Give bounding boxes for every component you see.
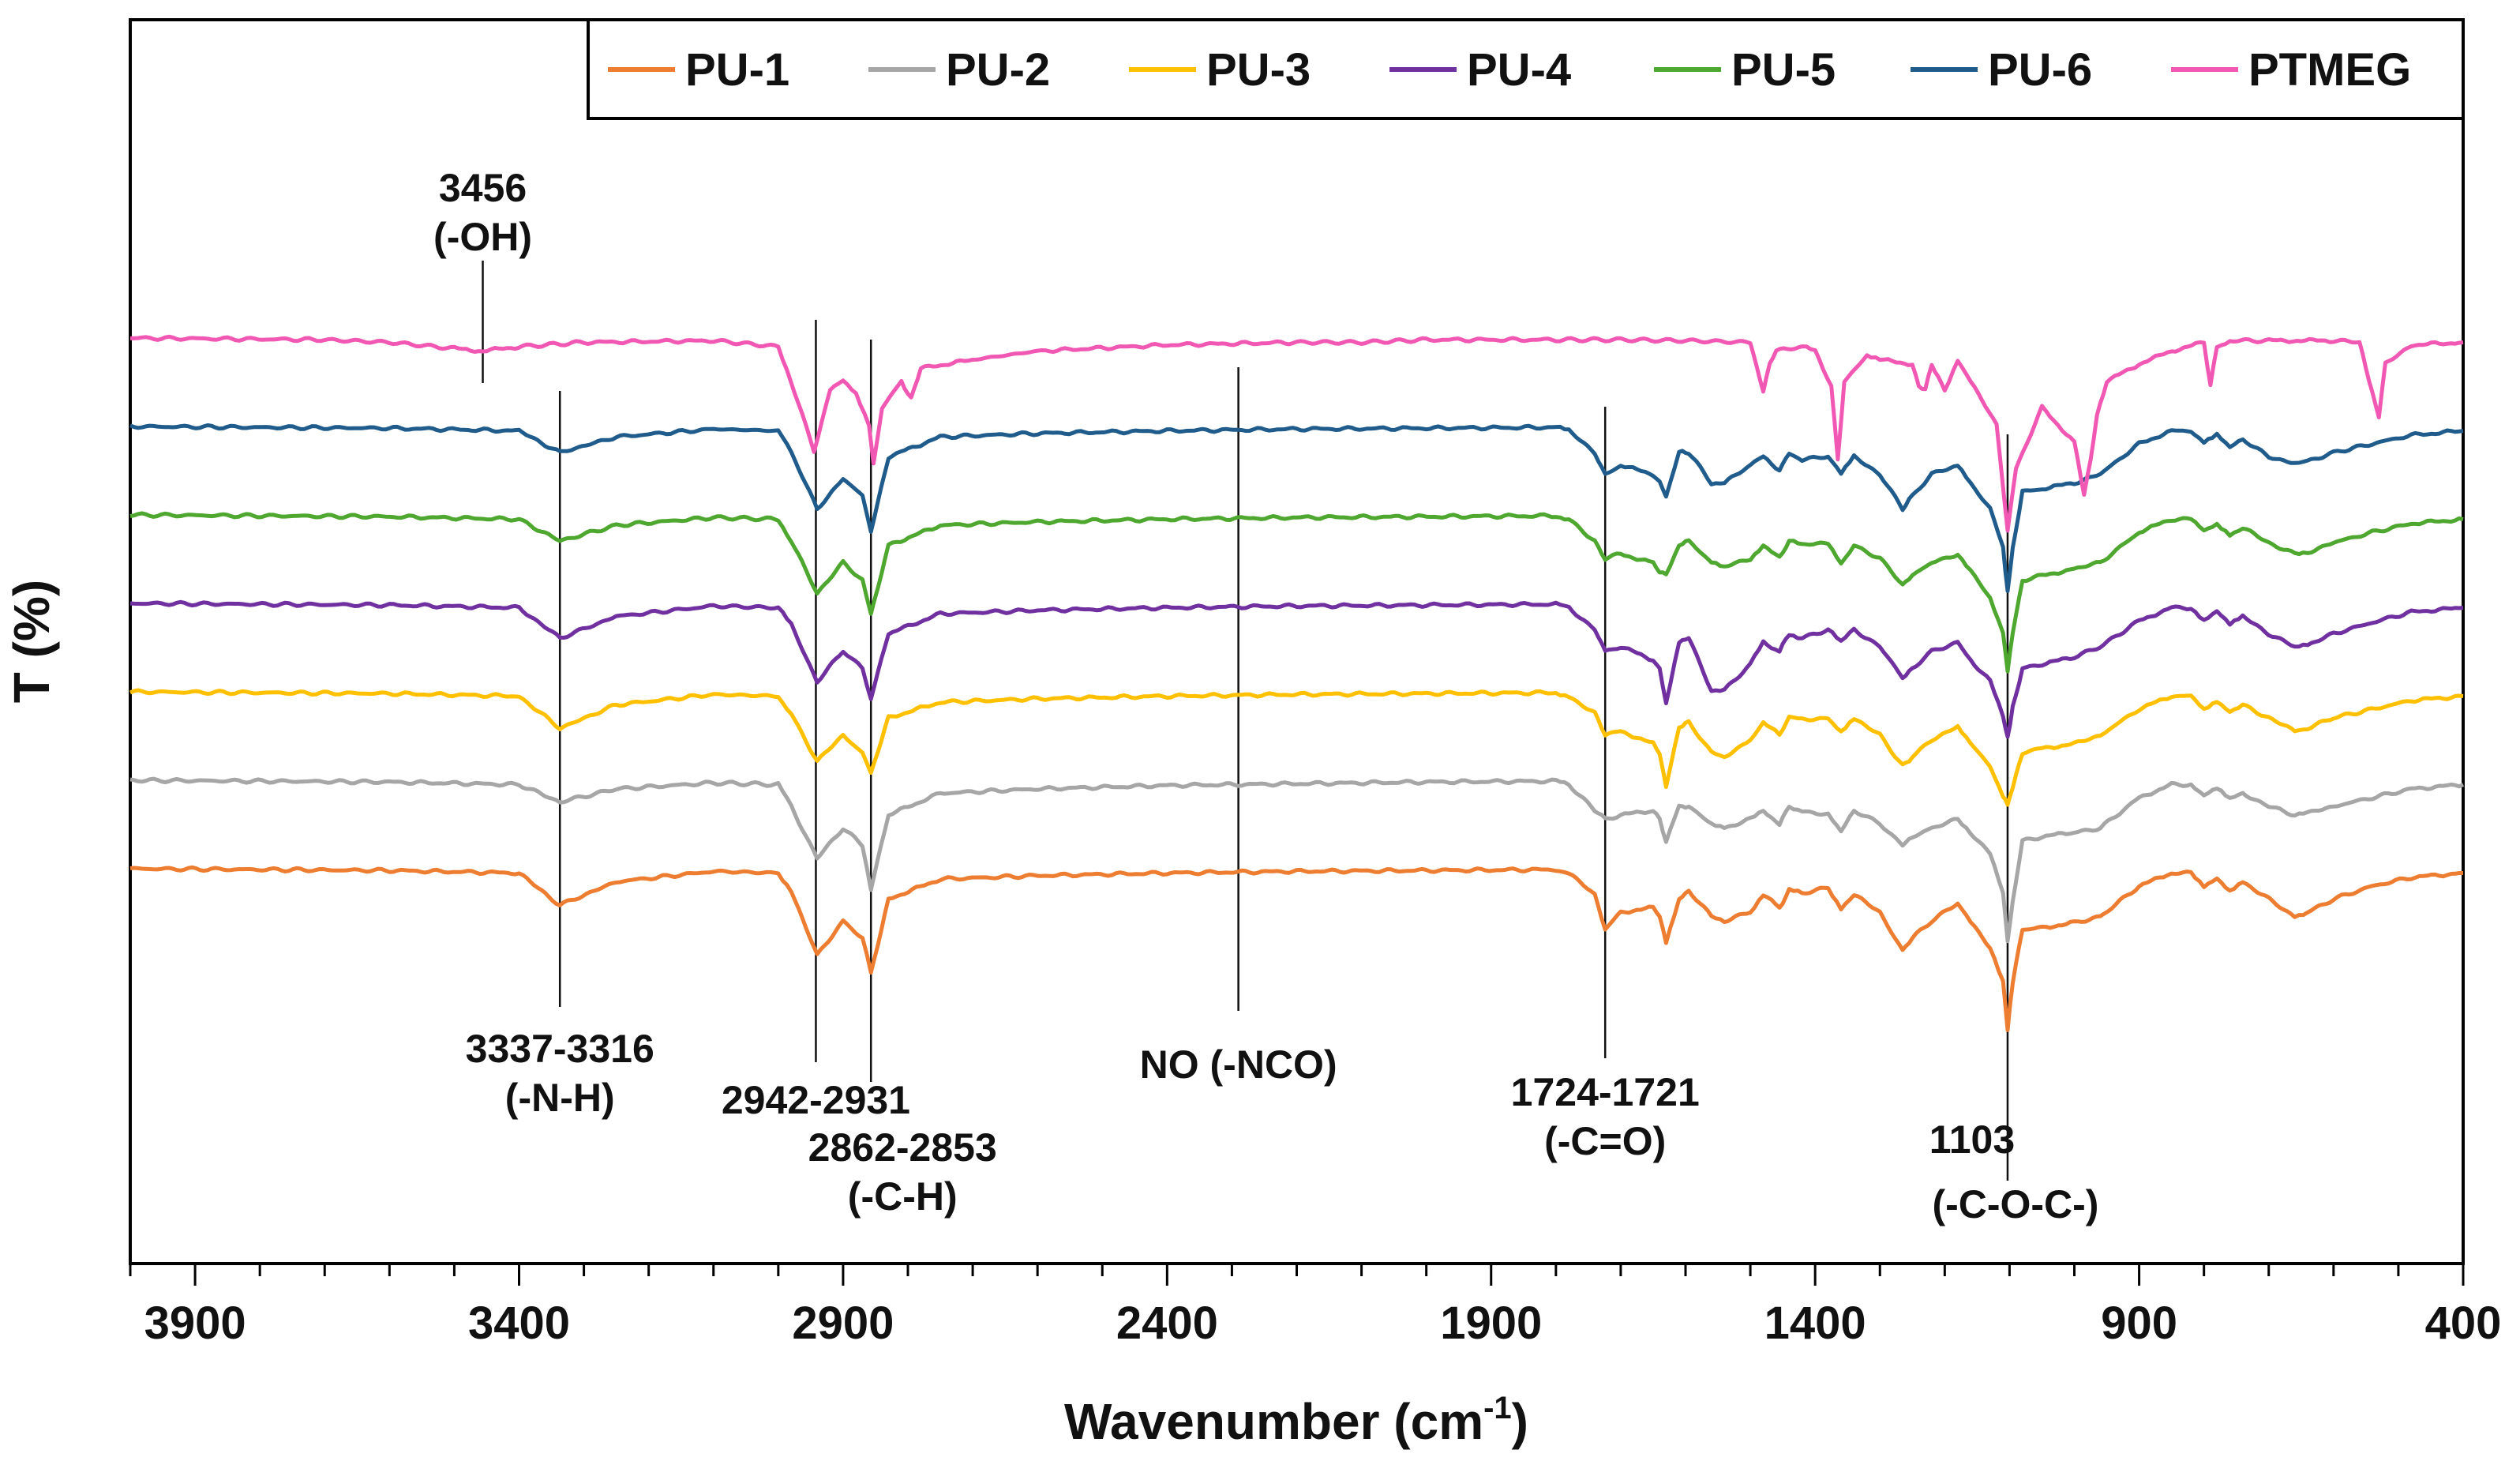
x-tick-label: 3900 (144, 1298, 246, 1349)
coc-peak-label-0: 1103 (1929, 1117, 2015, 1162)
x-axis: 3900 3400 2900 2400 1900 1400 900 400 (129, 1264, 2502, 1349)
coc-peak-label-1: (-C-O-C-) (1932, 1182, 2098, 1226)
y-axis-title: T (%) (3, 580, 60, 703)
series-line-pu-6 (129, 423, 2464, 593)
x-axis-title-end: ) (1512, 1393, 1528, 1450)
legend-label-pu-2: PU-2 (946, 44, 1050, 96)
x-tick-label: 2400 (1116, 1298, 1218, 1349)
x-tick-label: 900 (2101, 1298, 2177, 1349)
series-line-ptmeg (130, 334, 2464, 533)
nh-peak-label-0: 3337-3316 (466, 1027, 654, 1071)
series-line-pu-3 (129, 688, 2464, 807)
x-axis-title: Wavenumber (cm-1) (1064, 1391, 1528, 1450)
oh-peak-label-0: 3456 (439, 166, 527, 210)
legend-label-pu-4: PU-4 (1467, 44, 1571, 96)
co-peak-label-1: (-C=O) (1544, 1119, 1666, 1163)
legend-label-ptmeg: PTMEG (2248, 44, 2411, 96)
oh-peak-label-1: (-OH) (433, 215, 532, 259)
legend: PU-1 PU-2 PU-3 PU-4 PU-5 PU-6 PTMEG (587, 18, 2465, 120)
legend-label-pu-3: PU-3 (1206, 44, 1311, 96)
nco-peak-label-0: NO (-NCO) (1140, 1042, 1337, 1087)
x-tick-label: 1400 (1764, 1298, 1866, 1349)
series-line-pu-5 (129, 511, 2464, 674)
ch-peak-1-label-0: 2942-2931 (722, 1078, 910, 1122)
series-layer (129, 334, 2465, 1032)
x-tick-label: 2900 (792, 1298, 894, 1349)
x-tick-label: 1900 (1440, 1298, 1542, 1349)
nh-peak-label-1: (-N-H) (505, 1076, 615, 1120)
ch-peak-2-label-0: 2862-2853 (808, 1125, 997, 1170)
legend-label-pu-1: PU-1 (685, 44, 789, 96)
x-axis-title-sup: -1 (1483, 1391, 1512, 1425)
plot-area (129, 18, 2465, 1265)
x-tick-label: 3400 (468, 1298, 570, 1349)
series-line-pu-1 (129, 865, 2463, 1032)
x-tick-label: 400 (2425, 1298, 2502, 1349)
legend-items: PU-1 PU-2 PU-3 PU-4 PU-5 PU-6 PTMEG (608, 44, 2411, 96)
plot-frame (129, 18, 2465, 1265)
series-line-pu-4 (129, 599, 2464, 739)
series-line-pu-2 (129, 776, 2465, 944)
legend-label-pu-5: PU-5 (1731, 44, 1836, 96)
legend-label-pu-6: PU-6 (1988, 44, 2092, 96)
ch-peak-2-label-1: (-C-H) (848, 1174, 958, 1219)
x-axis-title-main: Wavenumber (cm (1064, 1393, 1483, 1450)
co-peak-label-0: 1724-1721 (1511, 1070, 1700, 1114)
annotation-labels: 3456 (-OH) 3337-3316 (-N-H) 2942-29312862-28… (433, 166, 2098, 1226)
